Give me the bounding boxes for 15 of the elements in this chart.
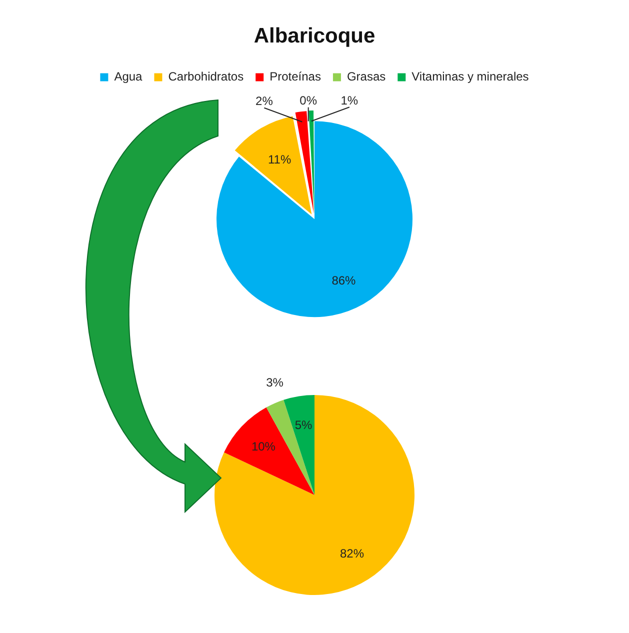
data-label: 1% [340, 93, 358, 108]
data-label: 86% [332, 273, 356, 288]
text: 0% [300, 94, 318, 108]
chart-title: Albaricoque [254, 24, 376, 48]
data-label: 10% [251, 439, 276, 454]
data-label: 3% [266, 376, 284, 390]
legend-label: Carbohidratos [168, 70, 244, 84]
data-label: 2% [256, 94, 274, 108]
legend-label: Agua [114, 70, 143, 84]
data-label: 11% [268, 152, 292, 166]
data-label: 5% [294, 418, 313, 432]
data-label: 82% [340, 546, 364, 560]
legend-label: Proteínas [270, 70, 321, 84]
legend-label: Vitaminas y minerales [412, 70, 529, 84]
legend-label: Grasas [346, 70, 386, 84]
